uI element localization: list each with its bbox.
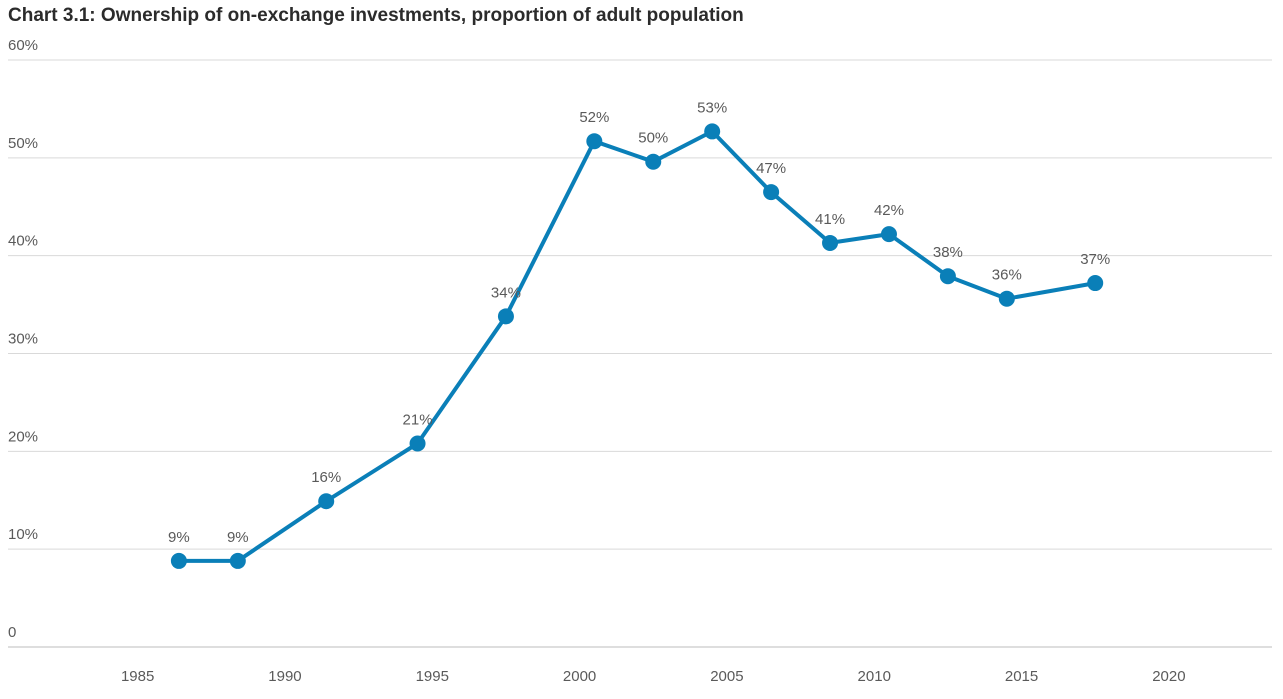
data-point[interactable] xyxy=(822,234,839,251)
x-tick-label: 2000 xyxy=(563,668,596,685)
data-point[interactable] xyxy=(409,435,426,452)
chart-title: Chart 3.1: Ownership of on-exchange inve… xyxy=(8,5,744,26)
data-label: 21% xyxy=(403,412,433,429)
data-label: 41% xyxy=(815,211,845,228)
x-tick-label: 1990 xyxy=(268,668,301,685)
data-point[interactable] xyxy=(586,133,603,150)
data-labels: 9% 9% 16% 21% 34% 52% 50% 53% 47% 41% 42% 38% 36% 37% xyxy=(168,99,1110,545)
x-tick-label: 1995 xyxy=(416,668,449,685)
x-tick-label: 1985 xyxy=(121,668,154,685)
x-tick-label: 2010 xyxy=(858,668,891,685)
data-point[interactable] xyxy=(170,552,187,569)
data-label: 53% xyxy=(697,99,727,116)
data-point[interactable] xyxy=(229,552,246,569)
data-label: 36% xyxy=(992,267,1022,284)
data-point[interactable] xyxy=(763,184,780,201)
data-point[interactable] xyxy=(497,308,514,325)
data-label: 38% xyxy=(933,244,963,261)
data-label: 50% xyxy=(638,130,668,147)
x-tick-label: 2005 xyxy=(710,668,743,685)
gridlines xyxy=(8,59,1272,648)
data-label: 34% xyxy=(491,284,521,301)
y-tick-label: 30% xyxy=(8,331,38,348)
data-point[interactable] xyxy=(939,268,956,285)
data-point[interactable] xyxy=(998,290,1015,307)
series-layer xyxy=(170,123,1104,569)
y-axis-ticks: 0 10% 20% 30% 40% 50% 60% xyxy=(8,37,38,641)
data-label: 9% xyxy=(168,529,190,546)
data-point[interactable] xyxy=(318,493,335,510)
y-tick-label: 50% xyxy=(8,135,38,152)
data-label: 52% xyxy=(579,109,609,126)
y-tick-label: 40% xyxy=(8,233,38,250)
data-label: 37% xyxy=(1080,251,1110,268)
data-label: 16% xyxy=(311,469,341,486)
y-tick-label: 0 xyxy=(8,624,16,641)
series-line xyxy=(176,129,1098,563)
x-tick-label: 2015 xyxy=(1005,668,1038,685)
data-point[interactable] xyxy=(645,153,662,170)
y-tick-label: 60% xyxy=(8,37,38,54)
x-axis-ticks: 1985 1990 1995 2000 2005 2010 2015 2020 xyxy=(121,668,1186,685)
x-tick-label: 2020 xyxy=(1152,668,1185,685)
data-label: 42% xyxy=(874,202,904,219)
y-tick-label: 10% xyxy=(8,526,38,543)
data-label: 47% xyxy=(756,160,786,177)
data-point[interactable] xyxy=(704,123,721,140)
y-tick-label: 20% xyxy=(8,428,38,445)
data-point[interactable] xyxy=(1087,275,1104,292)
data-label: 9% xyxy=(227,529,249,546)
data-point[interactable] xyxy=(880,226,897,243)
